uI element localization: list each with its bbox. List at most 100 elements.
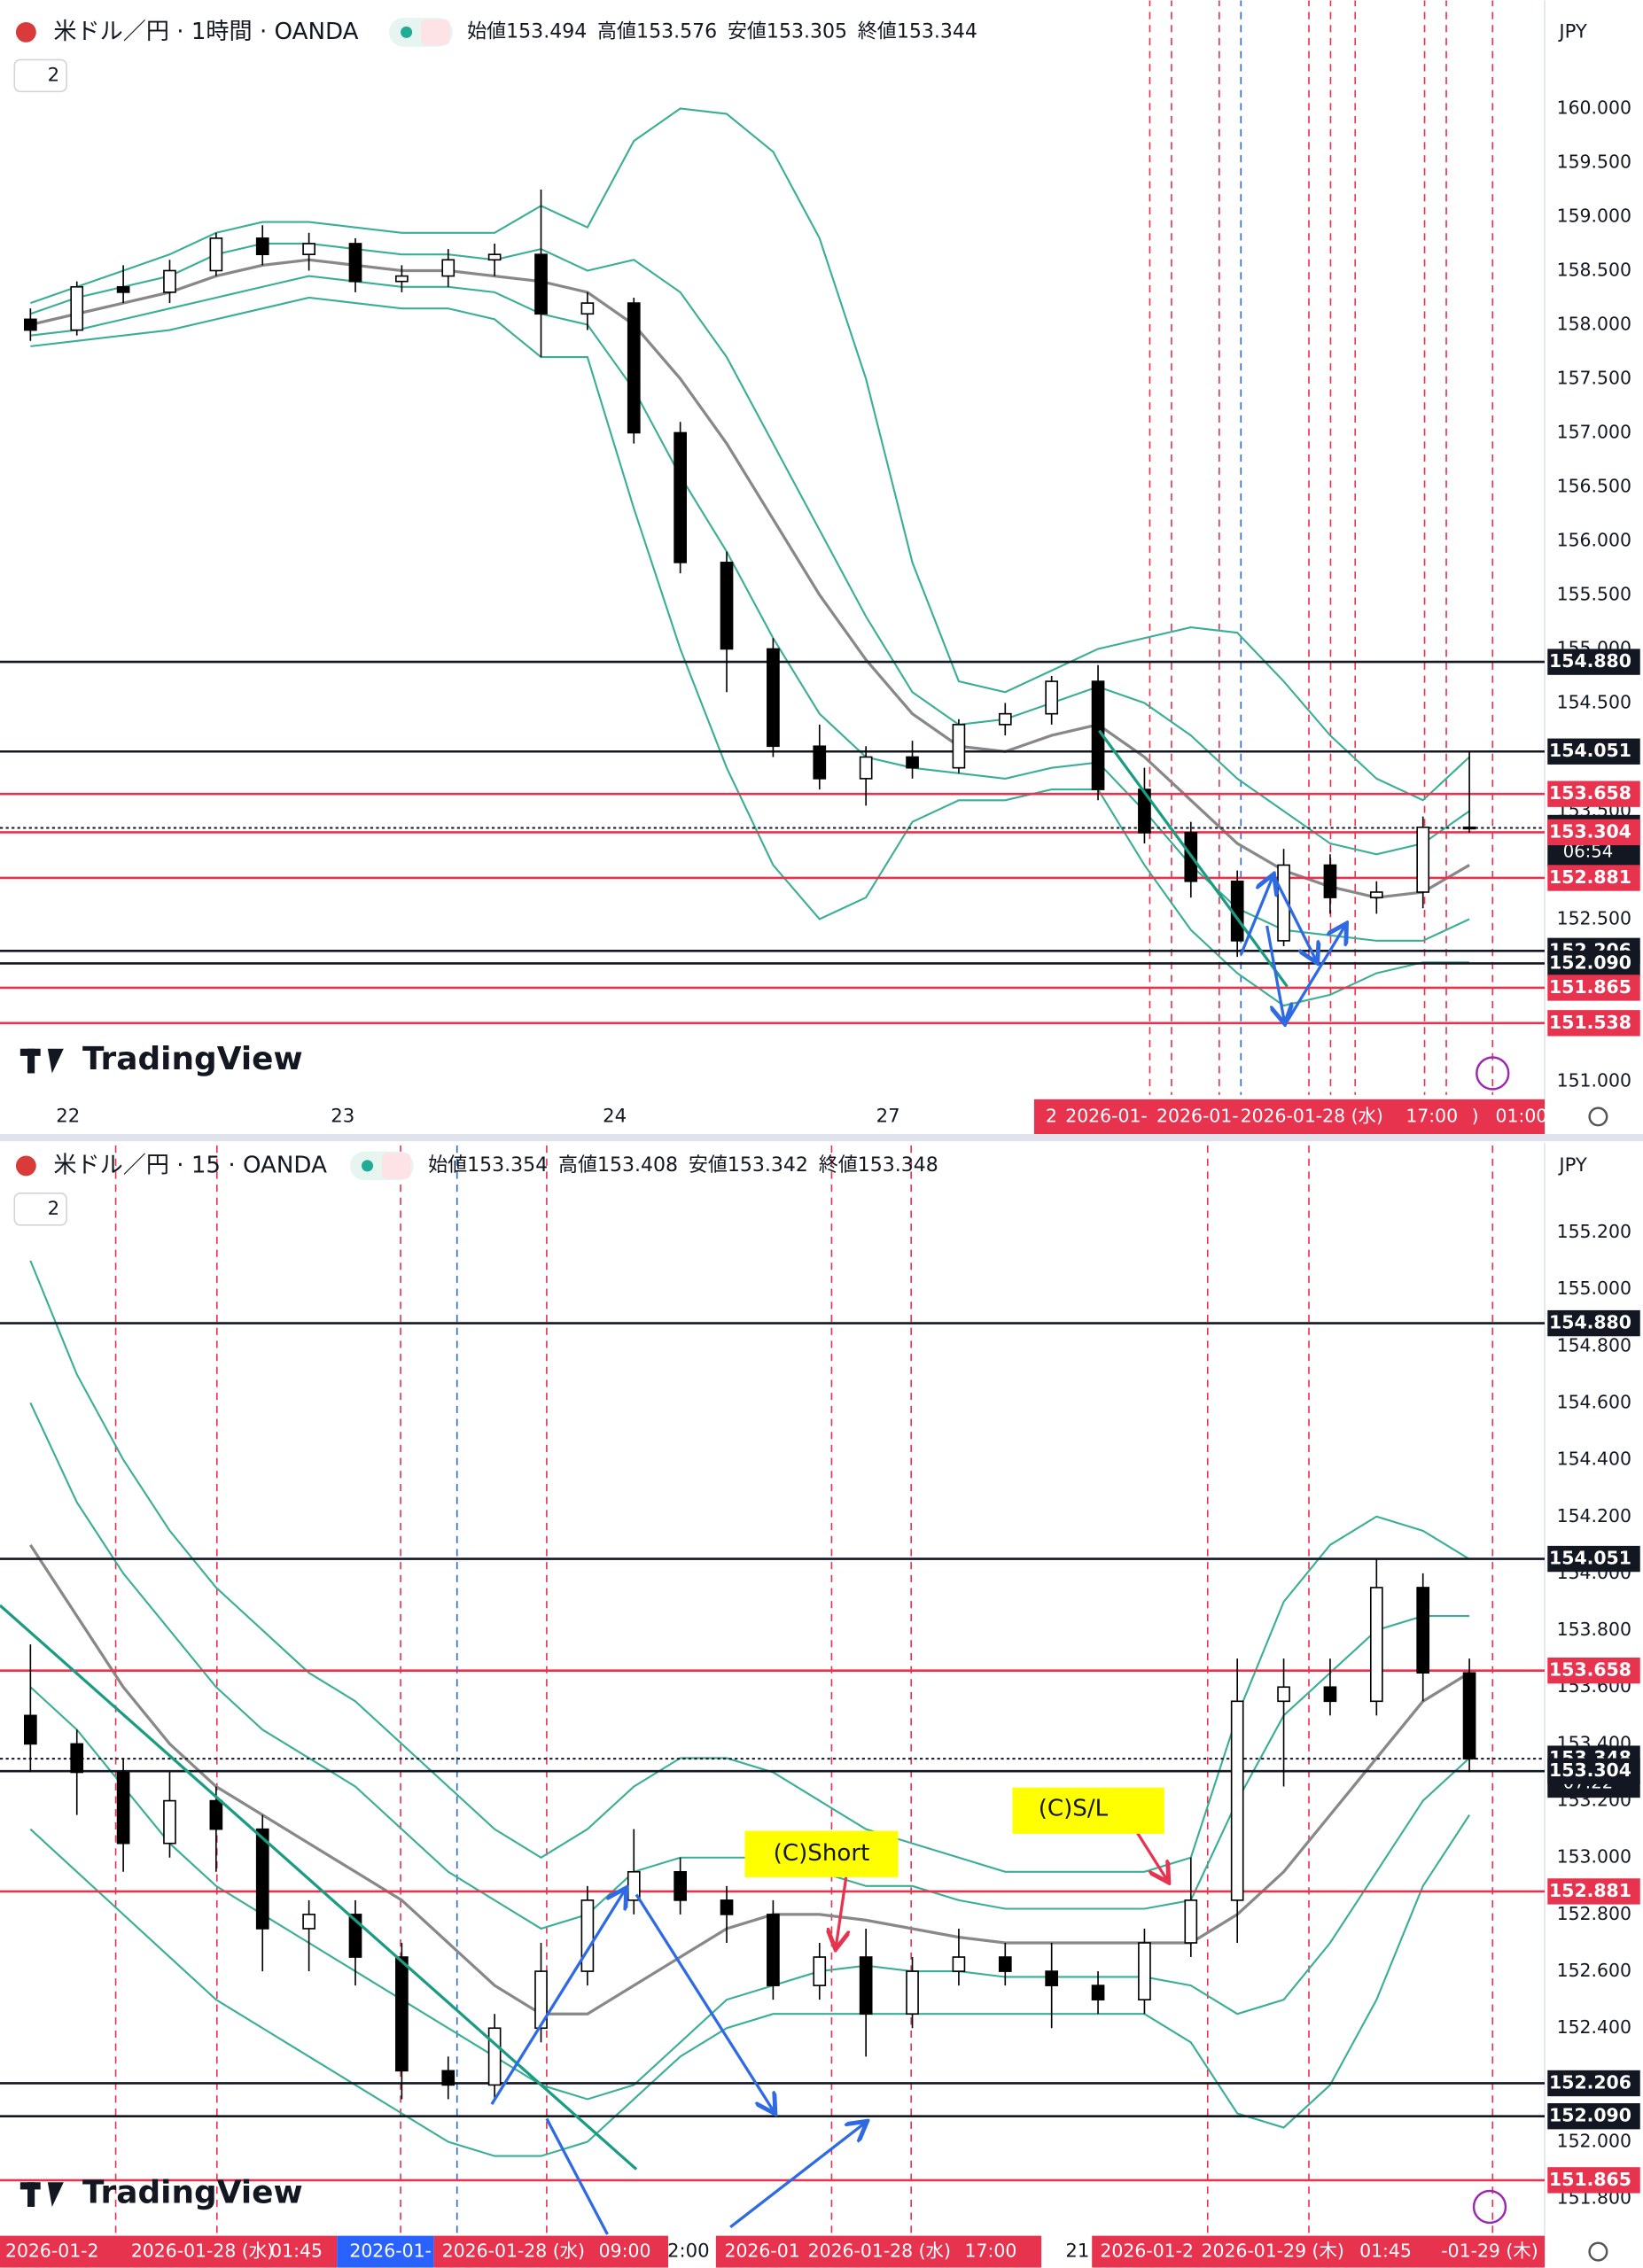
price-label-box xyxy=(1547,1309,1640,1337)
x-tick-label: 01:45 xyxy=(270,2241,323,2262)
candle-body xyxy=(1184,1899,1198,1944)
ohlc-value: 高値153.408 xyxy=(558,1154,678,1177)
bollinger-band xyxy=(30,275,1470,942)
y-tick-label: 152.600 xyxy=(1557,1960,1631,1981)
currency-button[interactable] xyxy=(1553,13,1638,51)
candle-body xyxy=(1462,1672,1476,1759)
candle-body xyxy=(24,1714,37,1745)
collapse-button[interactable] xyxy=(13,58,67,93)
y-tick-label: 159.500 xyxy=(1557,151,1631,172)
arrow xyxy=(1239,876,1273,956)
y-tick-label: 153.800 xyxy=(1557,1619,1631,1640)
y-tick-label: 154.600 xyxy=(1557,1391,1631,1412)
logo-mark xyxy=(27,1048,35,1074)
bollinger-band xyxy=(29,107,1470,802)
x-tick-label: -01-29 (木) xyxy=(1441,2241,1538,2262)
x-tick-label: 27 xyxy=(876,1105,900,1127)
candle-body xyxy=(441,259,456,277)
annotation-box xyxy=(1012,1787,1164,1834)
y-tick-label: 154.400 xyxy=(1557,1449,1631,1470)
settings-icon[interactable] xyxy=(1588,2241,1608,2262)
y-tick-label: 157.500 xyxy=(1557,367,1631,388)
candle-body xyxy=(395,275,409,283)
candle-body xyxy=(1045,1970,1059,1986)
x-tick-label: 2026-01-28 (水) xyxy=(442,2241,585,2262)
moving-average xyxy=(28,1543,1470,2016)
price-label: 154.880 xyxy=(1549,650,1631,672)
currency[interactable]: JPY xyxy=(1557,20,1587,43)
bollinger-band xyxy=(29,1686,1470,2101)
candle-body xyxy=(1138,788,1151,834)
moving-average xyxy=(29,258,1470,899)
indicator-count[interactable]: 2 xyxy=(48,64,59,86)
annotation-box xyxy=(744,1830,899,1877)
x-tick-label: 2026-01- xyxy=(1065,1105,1148,1126)
price-label: 152.090 xyxy=(1549,2105,1631,2126)
candle-body xyxy=(163,269,176,293)
candle-body xyxy=(813,1956,827,1986)
y-tick-label: 156.000 xyxy=(1557,529,1631,550)
candle-body xyxy=(1323,1686,1337,1703)
price-label-box xyxy=(1547,1657,1640,1684)
candle-body xyxy=(348,243,362,283)
alert-icon[interactable] xyxy=(1472,2189,1507,2225)
candle-body xyxy=(487,2027,502,2086)
y-tick-label: 159.000 xyxy=(1557,205,1631,226)
candle-body xyxy=(1416,826,1430,893)
x-tick-label: 01:00 xyxy=(1496,1105,1548,1126)
price-label-box xyxy=(1547,781,1640,807)
price-label: 153.658 xyxy=(1549,782,1631,804)
y-tick-label: 158.000 xyxy=(1557,313,1631,334)
y-tick-label: 152.400 xyxy=(1557,2016,1631,2038)
candle-body xyxy=(1045,680,1059,715)
x-tick-label: 2026-01 xyxy=(724,2241,799,2262)
price-label: 152.206 xyxy=(1549,2071,1631,2093)
candle-body xyxy=(348,1914,362,1958)
x-tick-label: 23 xyxy=(331,1105,354,1127)
time-highlight xyxy=(0,2235,338,2268)
price-label-box xyxy=(1547,1010,1640,1037)
candle-body xyxy=(720,562,734,650)
time-highlight xyxy=(433,2235,669,2268)
time-highlight xyxy=(337,2235,434,2268)
y-tick-label: 160.000 xyxy=(1557,97,1631,118)
ohlc-value: 終値153.344 xyxy=(858,20,977,43)
x-tick-label: 2026-01- xyxy=(349,2241,432,2262)
ohlc-value: 安値153.305 xyxy=(728,20,847,43)
price-label-box xyxy=(1547,2103,1640,2130)
y-tick-label: 156.500 xyxy=(1557,475,1631,496)
x-tick-label: 2026-01-28 (水) xyxy=(808,2241,951,2262)
price-label-box xyxy=(1547,649,1640,675)
pane-separator xyxy=(0,1134,1643,1142)
y-tick-label: 153.000 xyxy=(1557,1846,1631,1868)
candle-body xyxy=(1369,891,1383,898)
arrow xyxy=(490,1891,625,2105)
x-tick-label: 2:00 xyxy=(667,2241,710,2263)
bollinger-band xyxy=(29,1814,1470,2157)
y-tick-label: 157.000 xyxy=(1557,421,1631,442)
y-tick-label: 155.200 xyxy=(1557,1221,1631,1242)
alert-icon[interactable] xyxy=(1476,1056,1510,1091)
currency-button[interactable] xyxy=(1553,1146,1638,1185)
symbol-icon xyxy=(15,21,36,43)
candle-body xyxy=(952,724,966,769)
price-label: 152.090 xyxy=(1549,951,1631,973)
currency[interactable]: JPY xyxy=(1557,1154,1587,1177)
candle-body xyxy=(534,1970,548,2030)
x-tick-label: 17:00 xyxy=(1406,1105,1458,1126)
y-tick-label: 151.000 xyxy=(1557,1069,1631,1091)
settings-icon[interactable] xyxy=(1588,1107,1608,1127)
price-label: 154.051 xyxy=(1549,1548,1631,1569)
candle-body xyxy=(1462,826,1476,830)
price-label-box xyxy=(1547,1758,1640,1784)
y-tick-label: 158.500 xyxy=(1557,259,1631,280)
price-label: 153.304 xyxy=(1549,820,1631,842)
symbol-title: 米ドル／円 · 1時間 · OANDA xyxy=(53,19,358,45)
price-label-box xyxy=(1547,738,1640,765)
price-label-box xyxy=(1547,1878,1640,1905)
x-tick-label: 2026-01- xyxy=(1156,1105,1239,1126)
collapse-button[interactable] xyxy=(13,1192,67,1226)
indicator-count[interactable]: 2 xyxy=(48,1198,59,1220)
